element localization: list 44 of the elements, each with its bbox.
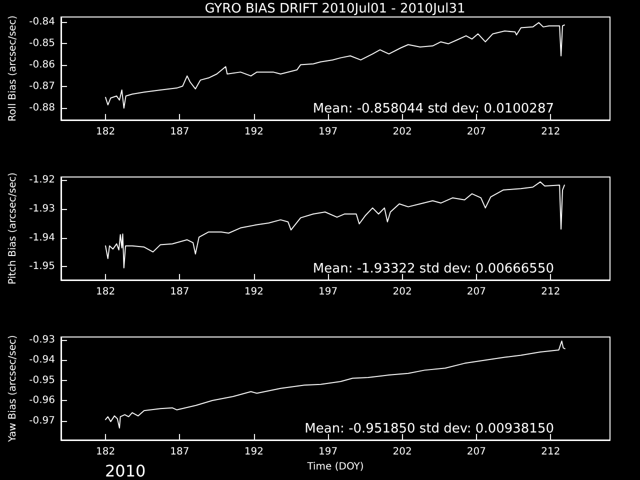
x-tick-label: 192 [244, 286, 264, 298]
x-tick-label: 182 [96, 446, 116, 458]
y-tick-label: -0.85 [29, 38, 55, 49]
x-tick-label: 192 [244, 446, 264, 458]
x-tick-label: 202 [392, 286, 412, 298]
x-tick-label: 192 [244, 126, 264, 138]
x-tick-label: 182 [96, 286, 116, 298]
x-tick-label: 207 [466, 446, 486, 458]
y-axis-title: Pitch Bias (arcsec/sec) [8, 172, 18, 285]
x-tick-label: 197 [318, 446, 338, 458]
x-tick-label: 202 [392, 446, 412, 458]
y-tick-label: -1.94 [29, 232, 55, 244]
x-tick-label: 212 [541, 126, 560, 138]
chart-title: GYRO BIAS DRIFT 2010Jul01 - 2010Jul31 [204, 2, 466, 16]
y-tick-label: -0.96 [29, 395, 55, 406]
y-tick-label: -1.92 [29, 174, 55, 186]
y-tick-label: -0.93 [29, 334, 55, 346]
x-tick-label: 207 [466, 126, 486, 138]
x-tick-label: 212 [541, 286, 560, 298]
x-tick-label: 182 [96, 126, 116, 138]
annotation: Mean: -0.858044 std dev: 0.0100287 [312, 102, 554, 116]
x-tick-label: 212 [541, 446, 560, 458]
x-tick-label: 197 [318, 126, 338, 138]
y-tick-label: -0.86 [29, 59, 55, 70]
y-tick-label: -0.94 [29, 354, 55, 366]
x-tick-label: 207 [466, 286, 486, 298]
x-tick-label: 187 [170, 286, 190, 298]
x-tick-label: 202 [392, 126, 412, 138]
y-tick-label: -1.93 [29, 203, 55, 214]
x-tick-label: 197 [318, 286, 338, 298]
y-axis-title: Yaw Bias (arcsec/sec) [8, 335, 18, 443]
y-axis-title: Roll Bias (arcsec/sec) [8, 15, 18, 122]
y-tick-label: -0.97 [29, 415, 55, 426]
y-tick-label: -1.95 [29, 261, 55, 272]
y-tick-label: -0.87 [29, 81, 55, 92]
annotation: Mean: -1.93322 std dev: 0.00666550 [312, 262, 554, 276]
x-axis-title: Time (DOY) [306, 461, 364, 472]
y-tick-label: -0.88 [29, 102, 55, 114]
x-tick-label: 187 [170, 126, 190, 138]
x-tick-label: 187 [170, 446, 190, 458]
annotation: Mean: -0.951850 std dev: 0.00938150 [304, 422, 554, 436]
y-tick-label: -0.95 [29, 374, 55, 386]
text: 2010 [105, 462, 146, 480]
y-tick-label: -0.84 [29, 16, 55, 28]
